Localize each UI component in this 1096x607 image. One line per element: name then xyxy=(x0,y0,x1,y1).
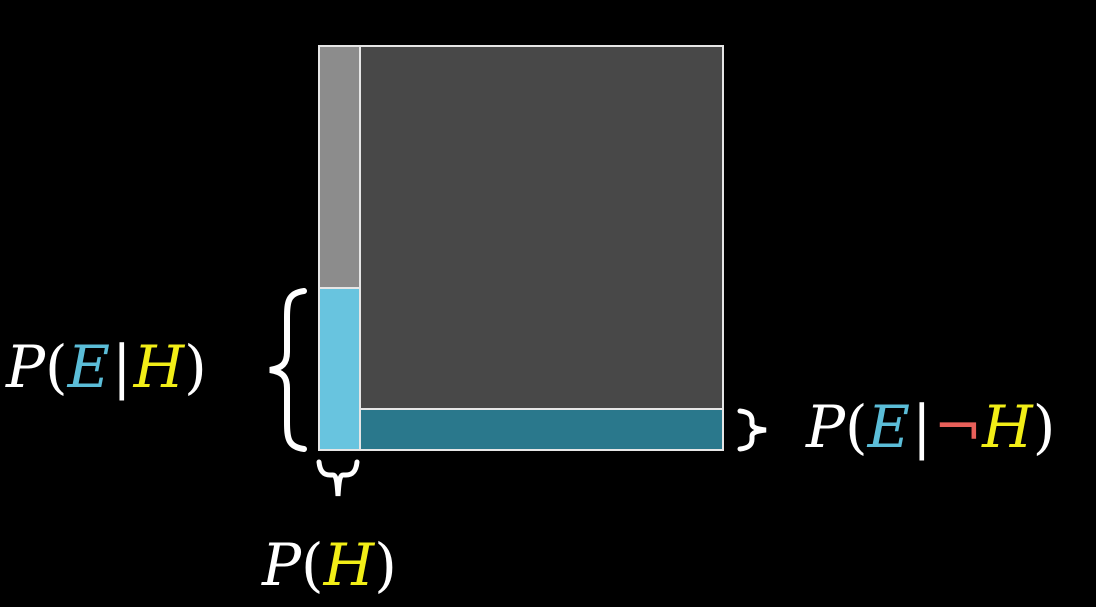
not-symbol: ¬ xyxy=(933,393,983,461)
h-symbol: H xyxy=(133,333,185,401)
close-paren: ) xyxy=(184,333,207,401)
open-paren: ( xyxy=(845,393,868,461)
p-symbol: P xyxy=(262,531,302,599)
p-e-given-not-h-label: P(E|¬H) xyxy=(806,398,1055,456)
bottom-curly-brace-icon xyxy=(316,459,360,497)
not-h-not-e-region xyxy=(360,47,722,409)
e-symbol: E xyxy=(867,393,911,461)
left-horizontal-divider xyxy=(320,287,361,290)
right-curly-brace-icon xyxy=(737,408,767,452)
close-paren: ) xyxy=(374,531,397,599)
open-paren: ( xyxy=(301,531,324,599)
p-h-label: P(H) xyxy=(262,536,397,594)
given-bar: | xyxy=(112,333,132,401)
p-e-given-h-label: P(E|H) xyxy=(6,338,207,396)
open-paren: ( xyxy=(45,333,68,401)
left-curly-brace-icon xyxy=(269,288,307,452)
close-paren: ) xyxy=(1032,393,1056,461)
p-symbol: P xyxy=(806,393,846,461)
h-symbol: H xyxy=(323,531,375,599)
p-symbol: P xyxy=(6,333,46,401)
h-not-e-region xyxy=(320,47,361,289)
vertical-divider xyxy=(359,47,362,449)
not-h-and-e-region xyxy=(360,408,722,449)
right-horizontal-divider xyxy=(360,407,722,410)
given-bar: | xyxy=(912,393,932,461)
h-and-e-region xyxy=(320,288,361,449)
h-symbol: H xyxy=(982,393,1033,461)
e-symbol: E xyxy=(67,333,111,401)
